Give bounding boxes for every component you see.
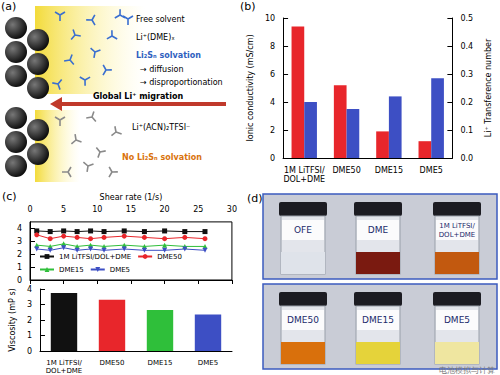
svg-text:0: 0 [27,205,32,214]
svg-text:20: 20 [160,205,170,214]
svg-text:Li⁺ Transference number: Li⁺ Transference number [484,38,493,137]
svg-text:DME15: DME15 [148,359,173,367]
html-text:(b): (b) [240,0,256,13]
svg-text:10: 10 [265,14,275,23]
svg-text:0.0: 0.0 [460,154,473,163]
svg-text:电池模拟与计算: 电池模拟与计算 [439,366,495,375]
svg-text:4: 4 [17,224,22,233]
svg-text:10: 10 [92,205,102,214]
svg-text:1M LiTFSI/: 1M LiTFSI/ [46,359,82,367]
svg-text:0: 0 [17,276,22,285]
svg-text:DOL+DME: DOL+DME [283,175,325,184]
svg-text:15: 15 [126,205,136,214]
svg-text:0.5: 0.5 [460,14,473,23]
svg-text:(a): (a) [1,0,16,13]
svg-text:Viscosity (mP s): Viscosity (mP s) [8,288,17,351]
svg-text:Li⁺(ACN)₂TFSI⁻: Li⁺(ACN)₂TFSI⁻ [132,123,190,132]
svg-text:0.4: 0.4 [460,42,473,51]
svg-text:DME: DME [368,225,389,235]
svg-text:2: 2 [270,126,275,135]
svg-text:6: 6 [270,70,275,79]
svg-text:Free solvent: Free solvent [136,15,185,24]
svg-text:No Li₂Sₙ solvation: No Li₂Sₙ solvation [122,153,202,162]
svg-text:2: 2 [17,250,22,259]
svg-text:OFE: OFE [294,225,312,235]
svg-text:30: 30 [227,205,237,214]
svg-text:1M LiTFSI/: 1M LiTFSI/ [439,222,475,230]
svg-text:(d): (d) [247,192,263,205]
svg-text:DME5: DME5 [444,315,470,325]
svg-text:2: 2 [27,316,32,325]
svg-text:DME15: DME15 [59,266,84,274]
svg-text:DME50: DME50 [157,253,182,261]
svg-text:DME15: DME15 [375,166,403,175]
svg-text:25: 25 [193,205,203,214]
svg-text:DOL+DME: DOL+DME [46,367,83,375]
svg-text:4: 4 [27,285,32,294]
svg-text:1: 1 [27,331,32,340]
svg-text:Global Li⁺ migration: Global Li⁺ migration [93,92,184,101]
svg-text:DME5: DME5 [110,266,130,274]
svg-text:Li₂Sₙ solvation: Li₂Sₙ solvation [136,51,201,60]
svg-text:0.2: 0.2 [460,98,473,107]
svg-text:0: 0 [27,347,32,356]
svg-text:Ionic conductivity (mS/cm): Ionic conductivity (mS/cm) [246,34,255,141]
svg-text:DME50: DME50 [100,359,125,367]
html-text:(c): (c) [2,190,17,203]
svg-text:DME5: DME5 [198,359,218,367]
svg-text:0: 0 [270,154,275,163]
svg-text:1: 1 [17,263,22,272]
svg-text:1M LiTFSI/: 1M LiTFSI/ [284,166,325,175]
svg-text:1M LiTFSI/DOL+DME: 1M LiTFSI/DOL+DME [59,253,131,261]
svg-text:5: 5 [61,205,66,214]
svg-text:DME50: DME50 [287,315,319,325]
svg-text:Li⁺(DME)ₓ: Li⁺(DME)ₓ [136,33,175,42]
svg-text:4: 4 [270,98,275,107]
svg-text:DME50: DME50 [332,166,360,175]
svg-text:0.3: 0.3 [460,70,473,79]
svg-text:DME15: DME15 [362,315,394,325]
svg-text:→ disproportionation: → disproportionation [140,78,223,87]
svg-text:Shear rate (1/s): Shear rate (1/s) [100,193,163,202]
svg-text:DME5: DME5 [420,166,443,175]
svg-text:3: 3 [27,300,32,309]
svg-text:0.1: 0.1 [460,126,473,135]
svg-text:8: 8 [270,42,275,51]
svg-text:3: 3 [17,237,22,246]
svg-text:→ diffusion: → diffusion [140,65,183,74]
svg-text:DOL+DME: DOL+DME [439,231,476,239]
